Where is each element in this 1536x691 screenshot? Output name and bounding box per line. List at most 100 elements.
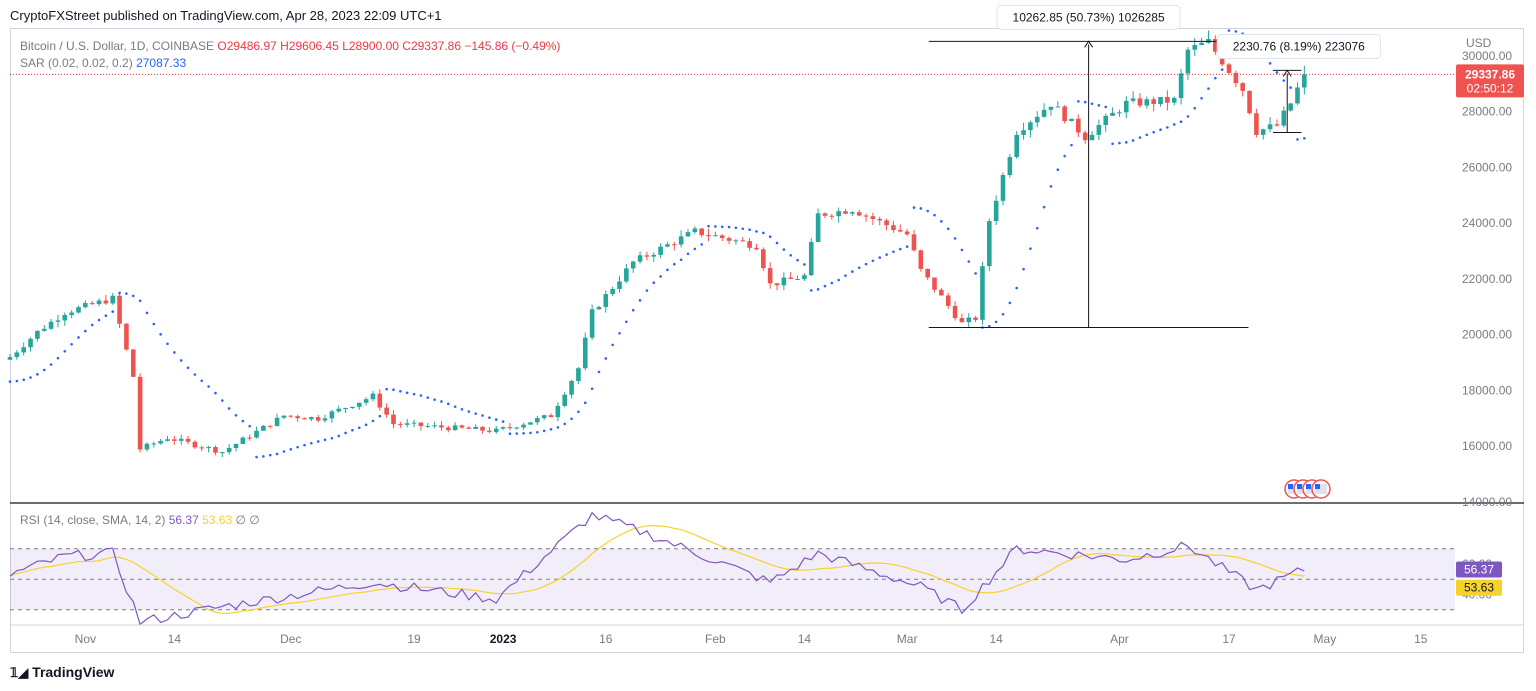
symbol-title[interactable]: Bitcoin / U.S. Dollar, 1D, COINBASE xyxy=(20,39,215,53)
candle xyxy=(226,444,232,455)
candle-body xyxy=(267,425,273,427)
sar-dot xyxy=(1001,312,1005,316)
sar-dot xyxy=(796,258,799,262)
candle-body xyxy=(1185,49,1191,74)
candle xyxy=(1302,65,1307,95)
sar-dot xyxy=(316,440,320,443)
candle xyxy=(274,413,280,427)
candle xyxy=(541,414,547,420)
sar-dot xyxy=(940,220,943,223)
sar-dot xyxy=(97,318,101,322)
sar-dot xyxy=(659,275,662,278)
candle-body xyxy=(993,200,999,222)
sar-dot xyxy=(159,333,162,336)
sar-dot xyxy=(1227,29,1231,32)
candle xyxy=(48,318,54,330)
candle-body xyxy=(521,424,526,428)
candle-body xyxy=(103,300,109,304)
candle xyxy=(1034,111,1040,128)
candle-body xyxy=(658,246,663,255)
sar-label[interactable]: SAR (0.02, 0.02, 0.2) xyxy=(20,56,133,70)
candle xyxy=(466,426,472,429)
sar-dot xyxy=(1083,100,1087,104)
candle xyxy=(350,406,355,409)
sar-dot xyxy=(679,258,683,262)
sar-dot xyxy=(262,455,265,458)
sar-dot xyxy=(8,380,12,383)
sar-dot xyxy=(1193,106,1197,110)
candle xyxy=(966,312,972,328)
candle-body xyxy=(945,295,951,306)
sar-dot xyxy=(1166,126,1169,129)
candle-body xyxy=(1226,64,1232,73)
candle-body xyxy=(987,221,992,267)
candle xyxy=(1281,106,1287,128)
candle-body xyxy=(952,305,958,319)
candle-body xyxy=(706,235,711,237)
candle xyxy=(69,310,74,319)
candle xyxy=(1137,93,1143,108)
flag-canton xyxy=(1306,484,1311,489)
rsi-label[interactable]: RSI (14, close, SMA, 14, 2) xyxy=(20,513,166,527)
candle xyxy=(1096,119,1102,141)
candle xyxy=(1144,96,1150,109)
candle xyxy=(850,211,855,216)
candle-body xyxy=(541,415,547,419)
candle-body xyxy=(48,321,54,329)
sar-dot xyxy=(1022,267,1025,271)
sar-dot xyxy=(111,310,115,313)
candle-body xyxy=(1123,100,1129,113)
measure-tool[interactable]: 10262.85 (50.73%) 1026285 xyxy=(928,4,1249,328)
candle-body xyxy=(144,443,150,450)
candle xyxy=(288,415,294,418)
candle-body xyxy=(719,235,725,239)
candle-body xyxy=(836,211,841,217)
candle-body xyxy=(576,368,581,381)
candle-body xyxy=(603,294,609,307)
measure-label-box xyxy=(996,4,1181,30)
candle-body xyxy=(562,394,568,406)
measure-tool[interactable]: 2230.76 (8.19%) 223076 xyxy=(1216,33,1381,134)
candle xyxy=(651,252,657,262)
candle-body xyxy=(1178,73,1184,99)
candle xyxy=(1062,105,1067,124)
candle xyxy=(822,212,828,218)
publisher-line: CryptoFXStreet published on TradingView.… xyxy=(10,8,442,23)
sar-dot xyxy=(885,253,888,256)
candle-body xyxy=(35,330,40,339)
candle-body xyxy=(891,225,896,231)
candle xyxy=(569,379,574,399)
time-tick-label: 2023 xyxy=(490,632,517,646)
candle xyxy=(398,421,403,429)
sar-dot xyxy=(1220,68,1224,71)
sar-dot xyxy=(214,391,217,395)
symbol-legend: Bitcoin / U.S. Dollar, 1D, COINBASE O294… xyxy=(20,38,560,72)
sar-dot xyxy=(494,418,498,421)
flag-canton xyxy=(1315,484,1320,489)
candle xyxy=(302,417,307,420)
us-flag-event-icon[interactable] xyxy=(1311,479,1331,499)
time-tick-label: 17 xyxy=(1222,632,1236,646)
event-markers[interactable] xyxy=(1284,479,1331,499)
candle-body xyxy=(288,415,294,417)
flag-canton xyxy=(1297,484,1302,489)
candle xyxy=(911,229,917,252)
measure-tools[interactable]: 10262.85 (50.73%) 1026285 2230.76 (8.19%)… xyxy=(928,4,1381,328)
candle xyxy=(576,367,581,385)
tradingview-brand[interactable]: 𝟙◢ TradingView xyxy=(10,664,114,681)
candle-body xyxy=(1069,118,1074,122)
sar-dot xyxy=(186,366,190,370)
candle-body xyxy=(637,255,643,262)
candle xyxy=(1110,107,1115,116)
candle-body xyxy=(219,452,225,454)
candle xyxy=(658,243,663,259)
candle xyxy=(870,212,876,225)
candle xyxy=(843,208,848,215)
candle xyxy=(309,416,314,422)
candle xyxy=(165,435,170,442)
time-tick-label: 14 xyxy=(989,632,1003,646)
candle xyxy=(788,271,794,280)
measure-label: 2230.76 (8.19%) 223076 xyxy=(1233,39,1365,53)
price-tick-label: 28000.00 xyxy=(1462,105,1512,119)
